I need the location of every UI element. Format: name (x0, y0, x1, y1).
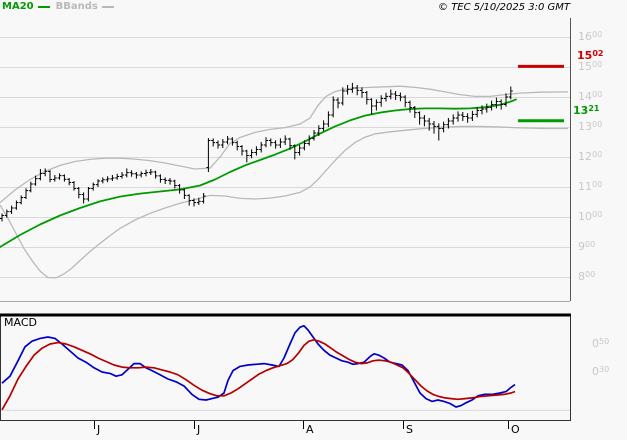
macd-panel-title: MACD (4, 316, 37, 329)
month-label-J: J (197, 423, 201, 436)
month-label-O: O (511, 423, 520, 436)
macd-axis-label-030: 030 (592, 365, 610, 378)
macd-panel-border (0, 314, 571, 421)
bollinger-upper-band (0, 85, 569, 204)
ohlc-bars (0, 82, 513, 222)
signal-line (1, 338, 516, 411)
legend: MA20 BBands (2, 1, 120, 13)
price-axis-label-800: 800 (578, 270, 596, 283)
macd-axis-label-050: 050 (592, 337, 610, 350)
price-axis-label-1000: 1000 (578, 210, 603, 223)
price-axis-label-1300: 1300 (578, 120, 603, 133)
ma20-line (0, 98, 517, 248)
month-label-J: J (97, 423, 101, 436)
macd-line (1, 324, 516, 408)
price-axis-label-1500: 1500 (578, 60, 603, 73)
ma20-legend-label: MA20 (2, 1, 34, 12)
bbands-legend-label: BBands (55, 1, 98, 12)
price-axis-label-1200: 1200 (578, 150, 603, 163)
ma20-line-swatch-icon (37, 6, 50, 8)
bollinger-lower-band (0, 125, 568, 279)
price-axis-label-1400: 1400 (578, 90, 603, 103)
price-axis-label-1100: 1100 (578, 180, 603, 193)
copyright-text: © TEC 5/10/2025 3:0 GMT (438, 2, 570, 13)
month-label-A: A (306, 423, 314, 436)
price-axis-label-1600: 1600 (578, 30, 603, 43)
resistance-value-label: 1502 (577, 49, 604, 63)
price-axis-label-900: 900 (578, 240, 596, 253)
bbands-line-swatch-icon (101, 6, 114, 8)
month-label-S: S (406, 423, 413, 436)
support-value-label: 1321 (573, 103, 600, 117)
